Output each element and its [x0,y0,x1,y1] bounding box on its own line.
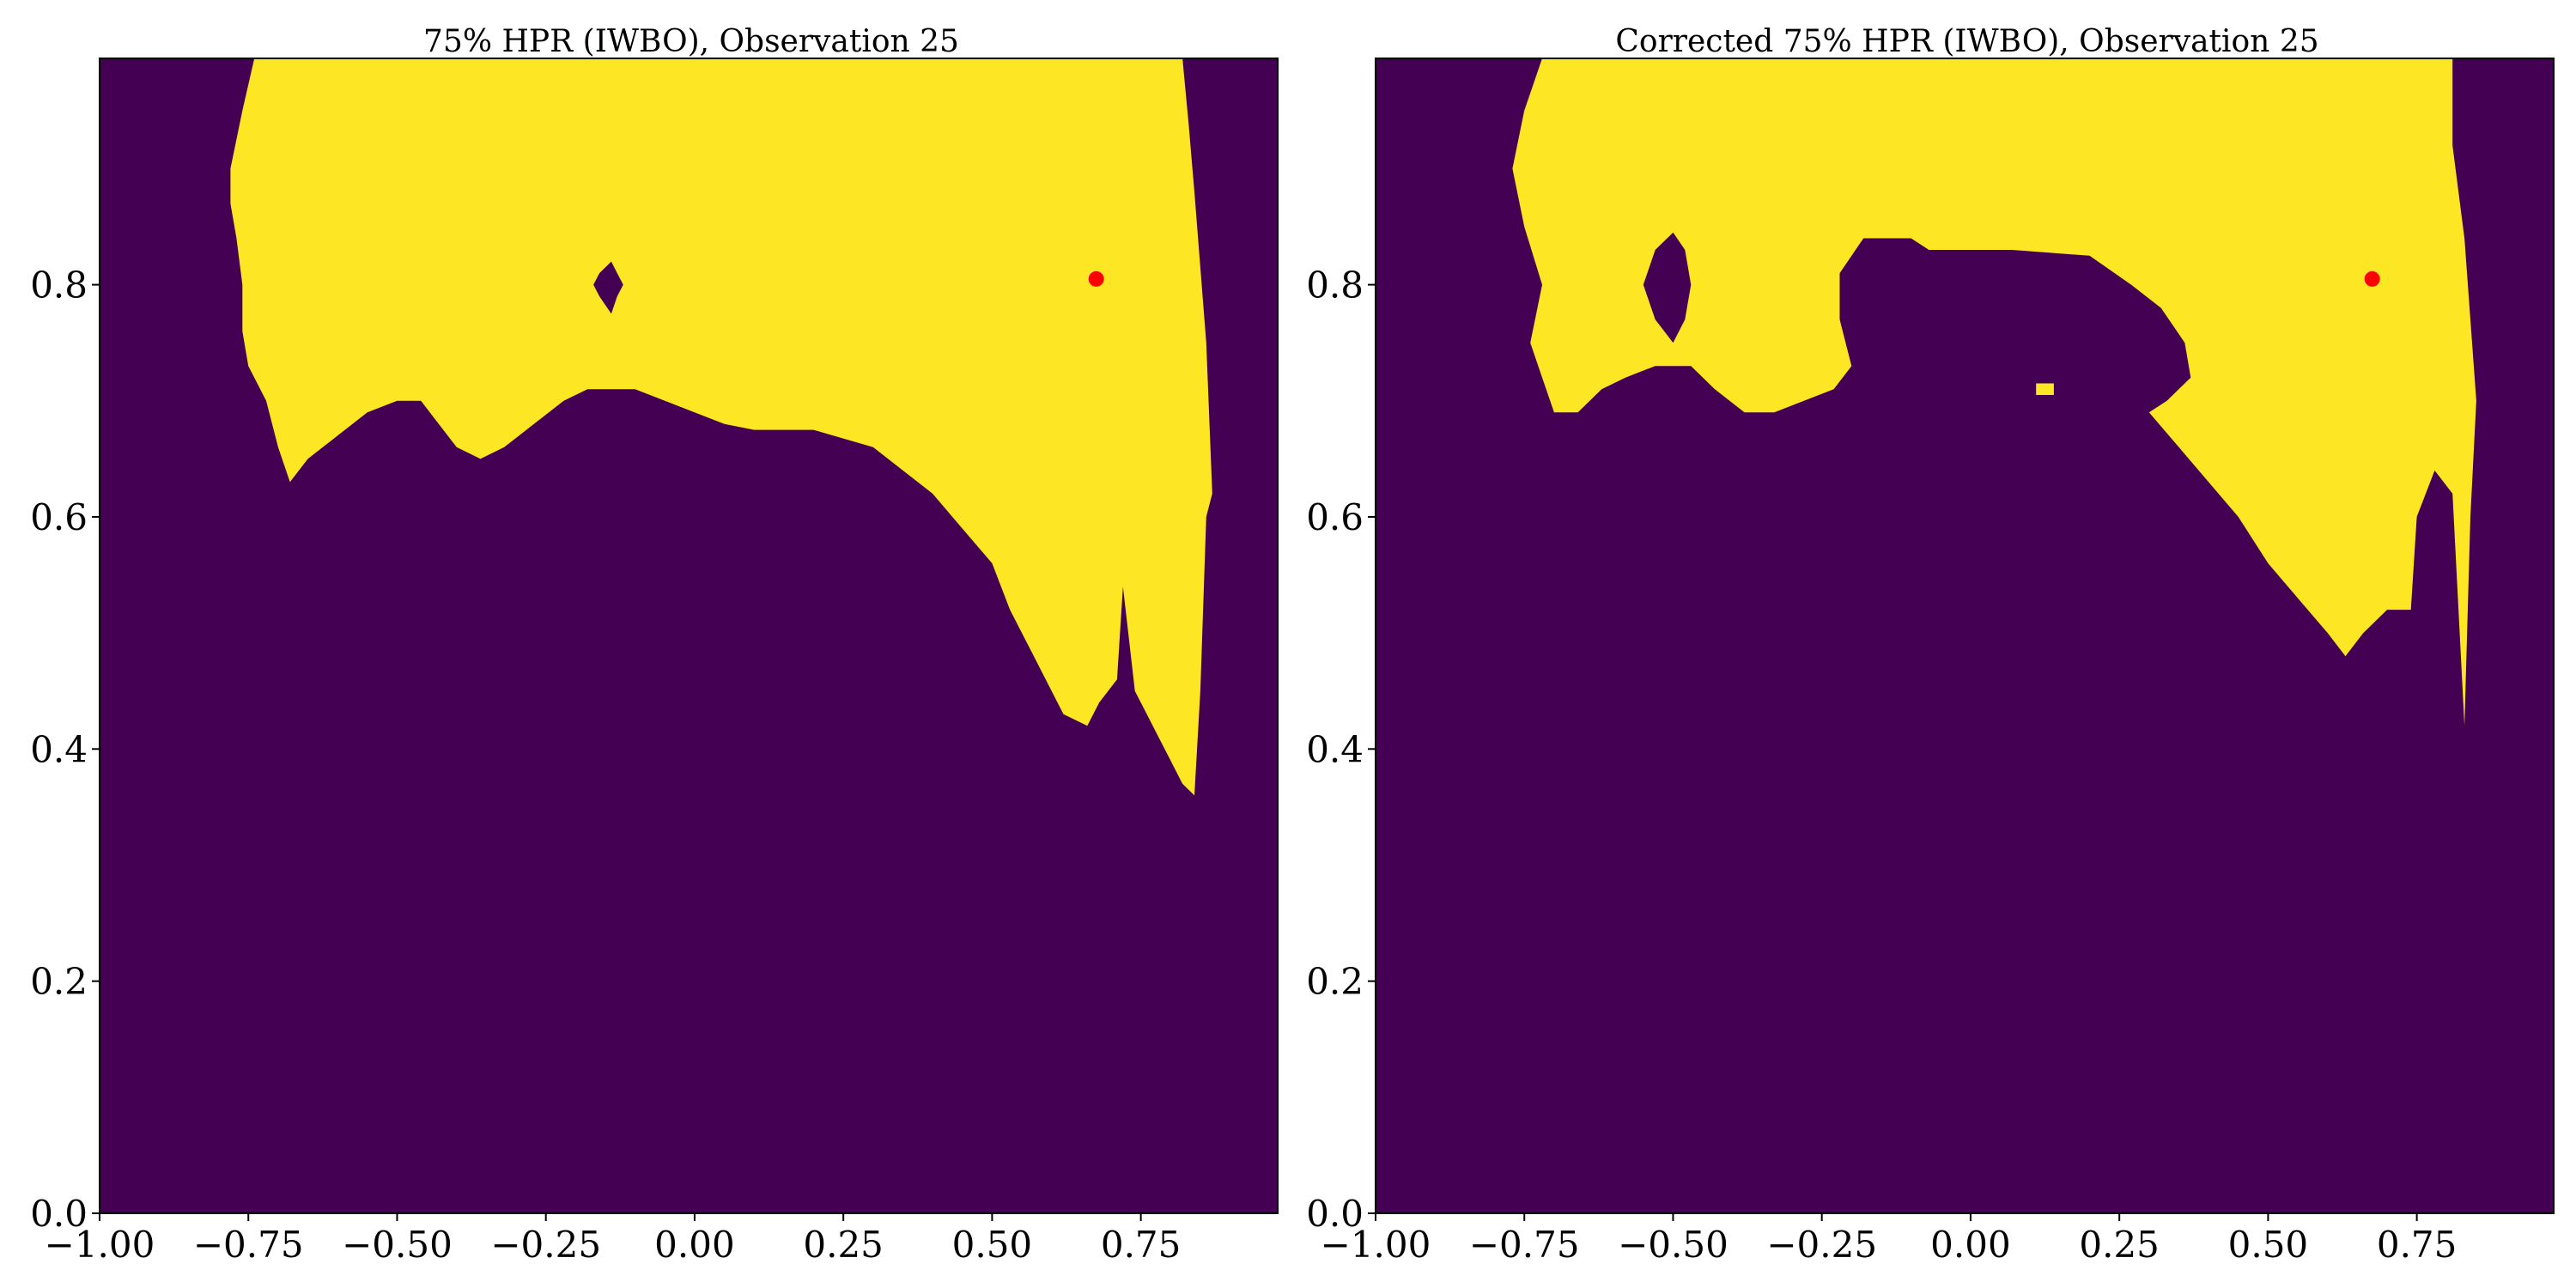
hpr-stray-region [2036,383,2054,395]
heatmap-image [100,58,1278,1213]
x-tick-label: −1.00 [45,1224,155,1266]
x-tick-label: 0.75 [2377,1224,2458,1266]
plot-area-left: −1.00 −0.75 −0.50 −0.25 0.00 0.25 0.50 0.75 0.0 0… [30,58,1279,1266]
y-tick-label: 0.0 [30,1193,88,1235]
hpr-region [1512,58,2476,726]
axes-frame [99,58,1279,1214]
panel-right: Corrected 75% HPR (IWBO), Observation 25… [1306,24,2555,1266]
x-tick-label: 0.75 [1101,1224,1182,1266]
axes-frame [1375,58,2555,1214]
hpr-hole [1643,232,1692,343]
x-tick-label: −0.50 [342,1224,453,1266]
y-tick-label: 0.4 [30,728,88,770]
y-tick-label: 0.2 [30,961,88,1003]
x-tick-label: −0.75 [193,1224,304,1266]
hpr-hole [593,261,623,314]
panel-right-title: Corrected 75% HPR (IWBO), Observation 25 [1615,24,2318,59]
observation-marker [1088,270,1104,287]
x-tick-label: 0.25 [803,1224,884,1266]
x-tick-label: −0.75 [1469,1224,1580,1266]
y-tick-label: 0.8 [30,264,88,307]
observation-marker [2364,270,2380,287]
hpr-stray-region [1194,563,1200,611]
x-tick-label: −0.50 [1618,1224,1728,1266]
x-tick-label: −1.00 [1321,1224,1431,1266]
y-tick-label: 0.4 [1306,728,1364,770]
y-tick-label: 0.2 [1306,961,1364,1003]
x-tick-label: 0.50 [952,1224,1033,1266]
x-tick-label: −0.25 [1766,1224,1877,1266]
hpr-region [230,58,1212,796]
heatmap-image [1376,58,2554,1213]
y-tick-label: 0.8 [1306,264,1364,307]
plot-area-right: −1.00 −0.75 −0.50 −0.25 0.00 0.25 0.50 0.75 0.0 0… [1306,58,2555,1266]
x-tick-label: 0.00 [654,1224,735,1266]
x-tick-label: −0.25 [490,1224,601,1266]
x-tick-label: 0.00 [1930,1224,2011,1266]
panel-left: 75% HPR (IWBO), Observation 25 −1.00 −0.7… [30,24,1279,1266]
panel-left-title: 75% HPR (IWBO), Observation 25 [423,24,959,59]
x-tick-label: 0.25 [2079,1224,2160,1266]
y-tick-label: 0.6 [1306,496,1364,538]
x-tick-label: 0.50 [2228,1224,2309,1266]
y-tick-label: 0.0 [1306,1193,1364,1235]
y-tick-label: 0.6 [30,496,88,538]
